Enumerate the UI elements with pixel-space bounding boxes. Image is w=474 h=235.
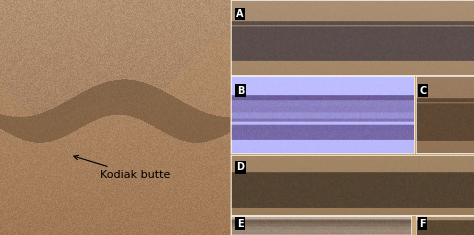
Text: B: B: [237, 86, 244, 96]
Text: D: D: [236, 162, 244, 172]
Text: Kodiak butte: Kodiak butte: [74, 155, 170, 180]
Text: F: F: [419, 219, 426, 229]
Text: C: C: [419, 86, 426, 96]
Text: E: E: [237, 219, 243, 229]
Text: A: A: [236, 9, 244, 19]
